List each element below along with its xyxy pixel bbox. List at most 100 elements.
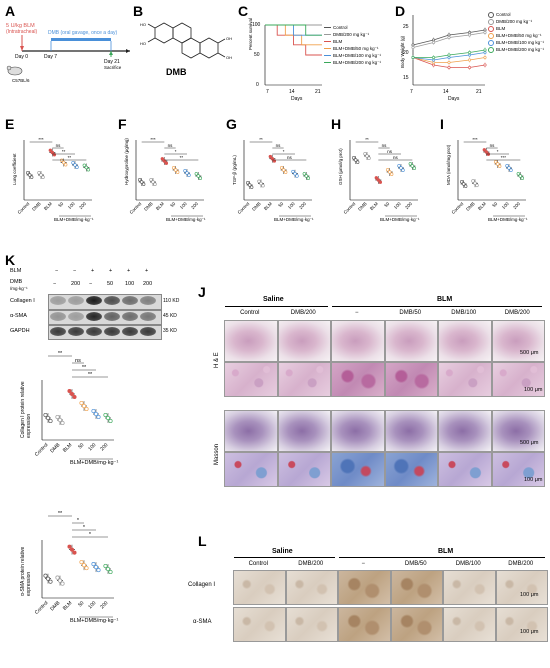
- data-point: [268, 154, 273, 159]
- data-point: [410, 164, 415, 168]
- blot-row-label: Collagen I: [10, 298, 35, 304]
- data-point: [48, 579, 53, 584]
- weight-point: [447, 66, 451, 70]
- sig-label: ns: [490, 143, 496, 148]
- svg-text:OH: OH: [226, 36, 232, 41]
- data-point: [105, 566, 111, 572]
- blot-band: [86, 312, 102, 321]
- data-point: [71, 161, 75, 165]
- data-point: [57, 578, 63, 583]
- data-point: [79, 560, 84, 565]
- group-tick-label: Control: [129, 201, 143, 215]
- j-blm-header: BLM: [437, 296, 453, 303]
- blot-blm-sign: +: [91, 268, 95, 274]
- blot-band: [50, 327, 66, 336]
- j-column-header: −: [354, 310, 359, 316]
- blot-band: [104, 327, 120, 336]
- data-point: [137, 178, 142, 182]
- weight-point: [483, 50, 487, 54]
- legend-swatch: [324, 62, 331, 64]
- day0-label: Day 0: [15, 54, 29, 60]
- weight-point: [411, 55, 415, 59]
- group-tick-label: 100: [501, 201, 510, 210]
- data-point: [399, 166, 403, 170]
- group-bracket-label: BLM+DMB/mg·kg⁻¹: [70, 618, 119, 624]
- survival-line: [265, 24, 322, 36]
- data-point: [96, 568, 101, 573]
- j-saline-line: [225, 306, 328, 307]
- data-point: [55, 414, 60, 420]
- panel-label-f: F: [118, 116, 127, 132]
- sig-label: *: [77, 518, 80, 524]
- panel-label-d: D: [395, 3, 406, 19]
- data-point: [141, 182, 146, 186]
- blot-band: [68, 296, 84, 305]
- blot-blm-sign: +: [145, 268, 149, 274]
- data-point: [495, 162, 500, 166]
- histology-image: [277, 452, 331, 487]
- sig-label: ns: [75, 358, 81, 364]
- data-point: [72, 550, 77, 555]
- panel-d-xtick: 21: [476, 89, 482, 95]
- data-point: [69, 547, 75, 552]
- j-column-header: DMB/200: [504, 310, 530, 316]
- panel-label-k: K: [5, 252, 16, 268]
- bar-ylabel: Hydroxyproline (μg/mg): [124, 138, 129, 185]
- panel-c-xtick: 7: [266, 89, 269, 95]
- data-point: [385, 168, 390, 172]
- data-point: [91, 562, 96, 567]
- weight-point: [483, 48, 487, 52]
- group-tick-label: 50: [77, 442, 85, 450]
- data-point: [108, 418, 113, 424]
- group-tick-label: 100: [287, 201, 296, 210]
- blot-dmb-unit: /mg·kg⁻¹: [10, 286, 28, 291]
- j-saline-header: Saline: [263, 296, 284, 303]
- legend-label: Control: [496, 12, 511, 18]
- l-saline-line: [234, 557, 335, 558]
- legend-swatch: [324, 55, 331, 57]
- group-bracket-label: BLM+DMB/mg·kg⁻¹: [274, 217, 314, 222]
- l-column-header: DMB/100: [455, 561, 481, 567]
- panel-label-h: H: [331, 116, 342, 132]
- data-point: [84, 406, 89, 412]
- weight-line: [412, 52, 486, 61]
- blot-band: [140, 327, 156, 336]
- weight-point: [432, 40, 436, 44]
- legend-item: BLM: [324, 39, 342, 45]
- data-point: [61, 160, 66, 165]
- legend-item: BLM+DMB/200 mg kg⁻¹: [488, 47, 544, 53]
- histology-image: [224, 452, 278, 487]
- data-point: [164, 161, 169, 165]
- data-point: [257, 179, 261, 184]
- sig-label: *: [83, 525, 86, 531]
- blot-band: [50, 312, 66, 321]
- data-point: [261, 184, 265, 188]
- data-point: [93, 565, 99, 570]
- weight-point: [432, 55, 436, 59]
- data-point: [247, 183, 252, 187]
- sig-label: **: [82, 365, 87, 371]
- data-point: [27, 173, 32, 177]
- data-point: [79, 400, 84, 406]
- data-point: [389, 172, 394, 176]
- group-tick-label: 200: [298, 201, 307, 210]
- histology-image: [438, 320, 492, 362]
- data-point: [91, 408, 96, 414]
- data-point: [493, 160, 498, 164]
- legend-item: BLM: [488, 26, 505, 32]
- data-point: [245, 181, 250, 185]
- legend-item: DMB/200 mg kg⁻¹: [324, 32, 369, 38]
- legend-item: BLM+DMB/100 mg kg⁻¹: [324, 53, 381, 59]
- data-point: [162, 159, 167, 163]
- data-point: [486, 152, 491, 156]
- data-point: [484, 150, 489, 154]
- group-tick-label: 100: [393, 201, 402, 210]
- l-scale: 100 μm: [520, 592, 539, 598]
- group-tick-label: BLM: [477, 201, 487, 211]
- data-point: [518, 174, 523, 178]
- k-ylabel: α-SMA protein relative expression: [20, 546, 32, 596]
- histology-image: [491, 410, 545, 452]
- data-point: [160, 157, 165, 161]
- group-tick-label: 100: [87, 600, 97, 610]
- data-point: [43, 412, 48, 418]
